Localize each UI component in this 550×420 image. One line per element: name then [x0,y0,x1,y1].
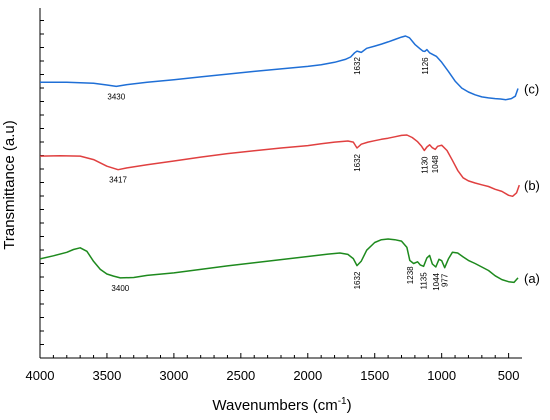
x-axis-title-main: Wavenumbers (cm [212,397,337,414]
x-tick-label: 3500 [92,368,121,383]
peak-label: 1632 [353,271,362,289]
x-axis-ticks: 4000 3500 3000 2500 2000 1500 1000 500 [26,353,520,383]
x-tick-label: 1000 [427,368,456,383]
series-label: (b) [524,178,540,193]
series-label: (c) [524,82,539,97]
peak-label: 3417 [109,176,127,185]
series-layer [39,35,521,284]
peak-label: 1130 [420,156,429,174]
peak-label: 977 [441,273,450,287]
peak-label: 1048 [431,155,440,173]
peak-label: 1238 [406,266,415,284]
series-label: (a) [524,271,540,286]
x-tick-label: 3000 [159,368,188,383]
y-axis-title: Transmittance (a.u) [1,120,18,250]
x-tick-label: 2500 [226,368,255,383]
x-tick-label: 500 [498,368,520,383]
x-axis-title-end: ) [347,397,352,414]
series-labels: (c) (b) (a) [524,82,540,286]
peak-label: 1126 [421,57,430,75]
series-line [39,134,521,198]
series-line [39,238,519,284]
x-tick-label: 2000 [293,368,322,383]
x-tick-label: 4000 [26,368,55,383]
peak-label: 3430 [107,92,125,101]
peak-label: 3400 [111,284,129,293]
x-tick-label: 1500 [360,368,389,383]
peak-label: 1632 [353,57,362,75]
peak-label: 1632 [353,153,362,171]
peak-label: 1044 [432,272,441,290]
x-axis-title-sup: -1 [338,396,347,407]
peak-label: 1135 [420,272,429,290]
peak-annotations: 3430 1632 1126 3417 1632 1130 1048 3400 1632 1238… [107,57,449,293]
x-axis-title: Wavenumbers (cm-1) [212,396,351,414]
series-line [40,35,519,101]
